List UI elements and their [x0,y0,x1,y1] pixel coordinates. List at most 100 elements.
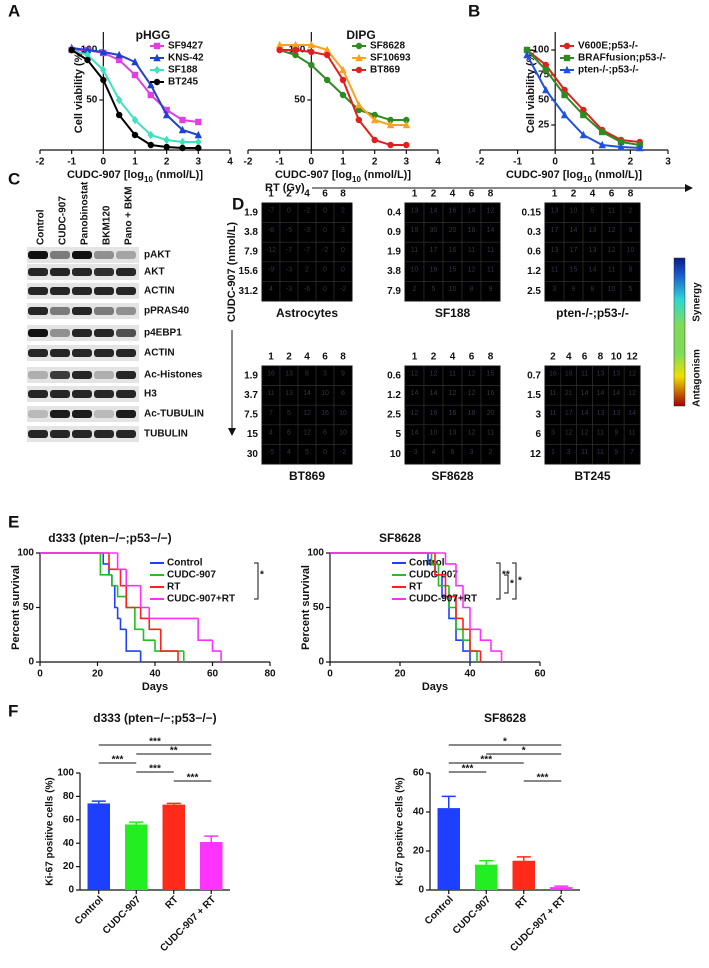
data-point [636,143,644,152]
row-label: 0.3 [527,227,541,238]
blot-band [72,329,92,337]
survival-step [125,585,141,609]
heat-frame [544,365,641,465]
cell-value: 2 [413,286,417,293]
x-tick-label: 0 [101,157,107,168]
cell-value: -8 [268,227,274,234]
cell-value: 10 [608,286,616,293]
blot-band [50,349,70,357]
blot-band [28,251,48,259]
cell-value: 13 [612,371,620,378]
survival-step [116,607,121,620]
data-point [84,56,91,64]
cell-value: -3 [411,449,417,456]
x-axis-label-part: (nmol/L)] [592,169,642,181]
column-label: 12 [627,352,639,363]
row-label: 0.6 [527,247,541,258]
cell-value: -3 [286,266,292,273]
blot-band [116,251,136,259]
cell-value: -12 [266,247,276,254]
heat-frame [544,202,641,302]
column-label: 1 [412,189,418,200]
blot-band [50,287,70,295]
cell-value: 16 [549,371,557,378]
column-label: 6 [322,352,328,363]
chart-title: SF8628 [484,711,526,725]
survival-step [490,640,502,652]
legend-marker [563,42,571,50]
survival-step [444,574,456,598]
cell-value: 13 [597,410,605,417]
x-tick-label: 0 [309,157,315,168]
data-point [163,135,170,145]
cell-value: 10 [449,286,457,293]
survival-step [139,607,150,620]
blot-band [94,371,114,379]
x-tick-label: CUDC-907 [101,894,144,937]
lane-label: Pano + BKM [124,186,135,245]
x-tick-label: 1 [340,157,346,168]
data-point [542,61,549,69]
y-tick-label: 0 [418,885,424,896]
blot-band [28,349,48,357]
data-point [194,130,203,139]
cell-value: 14 [487,227,495,234]
cell-value: 7 [630,449,634,456]
y-tick-label: 0 [28,657,34,668]
cell-value: 4 [269,286,273,293]
cell-value: 19 [411,227,419,234]
blot-band [116,268,136,276]
data-point [179,137,186,147]
x-tick-label: 3 [404,157,410,168]
cell-value: 17 [565,410,573,417]
blot-row-label: AKT [144,267,165,278]
legend-label: RT [409,582,422,593]
data-point [179,116,186,124]
cell-value: 4 [287,449,291,456]
blot-band [94,349,114,357]
y-tick-label: 40 [63,838,75,849]
cell-value: 12 [581,429,589,436]
cell-value: 13 [285,390,293,397]
cell-value: 1 [551,449,555,456]
data-point [617,138,625,146]
significance-label: *** [537,773,549,784]
cell-value: -2 [322,247,328,254]
y-tick-label: 100 [17,548,34,559]
bar [125,824,148,890]
survival-step [462,618,470,631]
cell-value: 12 [430,371,438,378]
significance-label: ** [170,746,178,757]
x-tick-label: -2 [244,157,253,168]
row-label: 2.5 [387,410,401,421]
cell-value: 14 [430,390,438,397]
legend-label: RT [167,582,180,593]
survival-step [116,585,127,598]
blot-band [94,430,114,438]
x-tick-label: 40 [464,669,476,680]
data-point [370,115,379,124]
chart-title: d333 (pten−/−;p53−/−) [93,711,216,725]
x-tick-label: 80 [264,669,276,680]
column-label: 4 [304,189,310,200]
column-label: 1 [552,189,558,200]
survival-step [154,640,184,652]
cell-value: 11 [608,208,615,215]
x-tick-label: -1 [67,157,76,168]
legend-label: CUDC-907 [409,570,458,581]
cell-value: 14 [411,390,419,397]
heatmap-title: SF188 [435,306,471,320]
blot-band [28,390,48,398]
data-point [355,116,363,124]
cell-value: 5 [432,286,436,293]
x-tick-label: CUDC-907 [451,894,494,937]
blot-band [116,349,136,357]
error-bar [516,856,531,861]
cell-value: 11 [608,266,615,273]
cell-value: 13 [449,429,457,436]
cell-value: 14 [597,390,605,397]
data-point [355,100,363,109]
blot-band [116,410,136,418]
y-axis-label: Percent survival [300,565,312,650]
